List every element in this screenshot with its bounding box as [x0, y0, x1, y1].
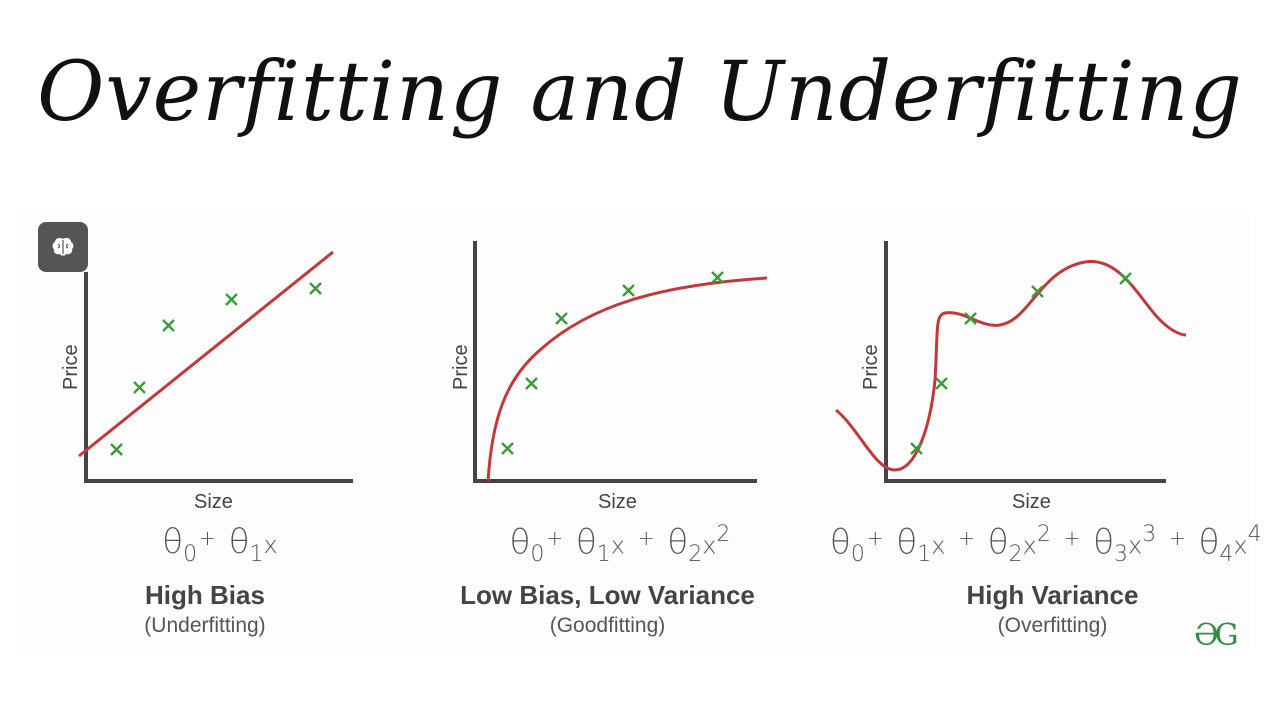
geeksforgeeks-logo: ƏG — [1194, 618, 1239, 653]
chart-underfitting: Price Size — [60, 250, 353, 513]
caption-title-overfitting: High Variance — [966, 580, 1139, 610]
svg-text:Size: Size — [194, 491, 233, 513]
svg-text:Price: Price — [60, 344, 82, 390]
caption-title-goodfitting: Low Bias, Low Variance — [460, 580, 755, 610]
equation-underfitting: θ0+ θ1x — [162, 522, 278, 567]
chart-overfitting: Price Size — [835, 241, 1187, 513]
equation-goodfitting: θ0+ θ1x + θ2x2 — [509, 522, 731, 568]
svg-text:Size: Size — [598, 491, 637, 513]
brain-button[interactable] — [38, 222, 88, 272]
chart-goodfitting: Price Size — [450, 241, 768, 513]
svg-text:Price: Price — [450, 344, 472, 390]
caption-title-underfitting: High Bias — [145, 580, 265, 610]
caption-sub-goodfitting: (Goodfitting) — [549, 614, 666, 637]
page-title: Overfitting and Underfitting — [37, 45, 1243, 140]
svg-text:Price: Price — [860, 344, 882, 390]
svg-text:Size: Size — [1012, 491, 1051, 513]
caption-sub-overfitting: (Overfitting) — [997, 614, 1108, 637]
caption-sub-underfitting: (Underfitting) — [144, 614, 266, 637]
equation-overfitting: θ0+ θ1x + θ2x2 + θ3x3 + θ4x4 — [830, 522, 1262, 568]
brain-icon — [52, 238, 74, 256]
